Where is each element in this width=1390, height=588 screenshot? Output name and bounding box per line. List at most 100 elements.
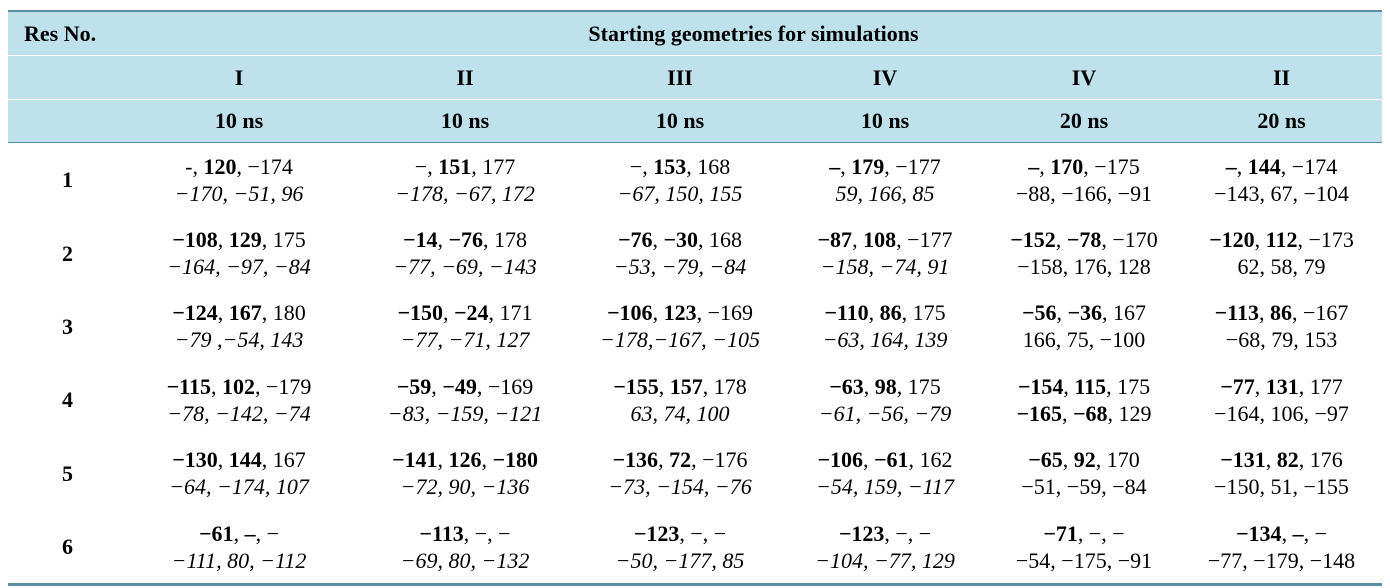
cell-line-secondary: −69, 80, −132 xyxy=(400,547,530,573)
table-cell: −113, 86, −167 −68, 79, 153 xyxy=(1181,290,1382,363)
bold-value: −76 xyxy=(617,227,653,253)
table-cell: −120, 112, −173 62, 58, 79 xyxy=(1181,216,1382,289)
cell-line-primary: −14, −76, 178 xyxy=(353,226,577,253)
value-text: , xyxy=(217,300,229,326)
cell-line-secondary: −164, 106, −97 xyxy=(1214,400,1349,426)
cell-line-primary: −77, 131, 177 xyxy=(1181,373,1382,400)
col-roman-header: IV xyxy=(783,55,987,100)
col-roman-header: II xyxy=(1181,55,1382,100)
value-text: , xyxy=(1258,300,1270,326)
bold-value: −155 xyxy=(613,373,659,399)
value-text: , 171 xyxy=(488,300,533,326)
bold-value: −68 xyxy=(1073,400,1108,426)
cell-line-primary: −155, 157, 178 xyxy=(577,373,783,400)
value-text: , −, − xyxy=(463,520,511,546)
geometry-table-container: Res No. Starting geometries for simulati… xyxy=(8,10,1382,588)
cell-line-primary: −154, 115, 175 xyxy=(987,373,1181,400)
bold-value: −59 xyxy=(396,373,432,399)
table-cell: −77, 131, 177 −164, 106, −97 xyxy=(1181,363,1382,436)
bold-value: −113 xyxy=(419,520,464,546)
cell-line-primary: −56, −36, 167 xyxy=(987,299,1181,326)
table-row: 2 −108, 129, 175 −164, −97, −84 −14, −76, 1… xyxy=(8,216,1382,289)
table-cell: −61, –, − −111, 80, −112 xyxy=(125,510,353,585)
cell-line-secondary: −150, 51, −155 xyxy=(1214,474,1349,500)
value-text: , xyxy=(1062,447,1074,473)
cell-line-primary: −71, −, − xyxy=(987,520,1181,547)
bold-value: −154 xyxy=(1017,373,1064,399)
bold-value: −14 xyxy=(402,227,438,253)
cell-line-primary: −150, −24, 171 xyxy=(353,299,577,326)
bold-value: −123 xyxy=(838,520,885,546)
cell-line-primary: –, 144, −174 xyxy=(1181,153,1382,180)
table-cell: −, 151, 177 −178, −67, 172 xyxy=(353,143,577,217)
cell-line-secondary: −51, −59, −84 xyxy=(1021,474,1147,500)
value-text: , −167 xyxy=(1291,300,1349,326)
bold-value: −180 xyxy=(492,447,539,473)
table-cell: −152, −78, −170 −158, 176, 128 xyxy=(987,216,1181,289)
table-row: 5 −130, 144, 167 −64, −174, 107 −141, 126, … xyxy=(8,437,1382,510)
bold-value: −120 xyxy=(1209,227,1255,253)
table-title: Starting geometries for simulations xyxy=(125,12,1382,56)
cell-line-primary: −, 153, 168 xyxy=(577,153,783,180)
value-text: , −173 xyxy=(1297,227,1354,253)
bold-value: 131 xyxy=(1265,373,1299,399)
value-text: −, xyxy=(629,153,654,179)
value-text: , 162 xyxy=(908,447,953,473)
value-text: , −174 xyxy=(236,153,293,179)
bold-value: −24 xyxy=(454,300,489,326)
cell-line-primary: −106, 123, −169 xyxy=(577,299,783,326)
cell-line-primary: −120, 112, −173 xyxy=(1181,226,1382,253)
cell-line-secondary: −143, 67, −104 xyxy=(1214,180,1349,206)
res-number: 6 xyxy=(62,534,73,560)
bold-value: −49 xyxy=(442,373,477,399)
bold-value: −141 xyxy=(391,447,438,473)
header-row-simulation: I II III IV IV II xyxy=(8,55,1382,100)
value-text: , xyxy=(1281,520,1293,546)
value-text: , 129 xyxy=(1107,400,1152,426)
value-text: , xyxy=(658,373,670,399)
table-cell: −154, 115, 175 −165, −68, 129 xyxy=(987,363,1181,436)
cell-line-secondary: −104, −77, 129 xyxy=(815,547,955,573)
value-text: , xyxy=(443,300,454,326)
bold-value: −108 xyxy=(172,227,218,253)
table-cell: −110, 86, 175 −63, 164, 139 xyxy=(783,290,987,363)
cell-line-secondary: −158, 176, 128 xyxy=(1017,254,1151,280)
cell-line-secondary: −83, −159, −121 xyxy=(387,400,543,426)
value-text: , xyxy=(863,447,874,473)
value-text: , xyxy=(1039,153,1051,179)
value-text: , 176 xyxy=(1298,447,1343,473)
header-blank xyxy=(8,55,125,100)
value-text: , xyxy=(437,447,449,473)
bold-value: 82 xyxy=(1276,447,1299,473)
cell-line-primary: −63, 98, 175 xyxy=(783,373,987,400)
bold-value: 129 xyxy=(228,227,262,253)
cell-line-primary: −123, −, − xyxy=(577,520,783,547)
bold-value: −106 xyxy=(607,300,653,326)
cell-line-secondary: −68, 79, 153 xyxy=(1225,327,1338,353)
bold-value: −71 xyxy=(1043,520,1078,546)
cell-line-primary: −136, 72, −176 xyxy=(577,446,783,473)
bold-value: – xyxy=(244,520,256,546)
table-cell: –, 179, −177 59, 166, 85 xyxy=(783,143,987,217)
bold-value: −61 xyxy=(874,447,909,473)
value-text: , xyxy=(658,447,670,473)
value-text: , xyxy=(233,520,245,546)
cell-line-secondary: −50, −177, 85 xyxy=(615,547,745,573)
cell-line-secondary: 166, 75, −100 xyxy=(1022,327,1146,353)
bold-value: 115 xyxy=(1074,373,1107,399)
value-text: , xyxy=(1236,153,1248,179)
bold-value: 92 xyxy=(1073,447,1096,473)
bold-value: 102 xyxy=(221,373,255,399)
bold-value: −113 xyxy=(1214,300,1259,326)
table-cell: −65, 92, 170 −51, −59, −84 xyxy=(987,437,1181,510)
table-cell: −113, −, − −69, 80, −132 xyxy=(353,510,577,585)
cell-line-secondary: −178,−167, −105 xyxy=(599,327,761,353)
value-text: , − xyxy=(255,520,279,546)
cell-line-secondary: −54, −175, −91 xyxy=(1015,547,1153,573)
value-text: , 180 xyxy=(261,300,306,326)
value-text: , 177 xyxy=(471,153,516,179)
cell-line-primary: −152, −78, −170 xyxy=(987,226,1181,253)
col-time-header: 10 ns xyxy=(783,99,987,143)
cell-line-secondary: −54, 159, −117 xyxy=(815,474,955,500)
bold-value: 167 xyxy=(228,300,262,326)
